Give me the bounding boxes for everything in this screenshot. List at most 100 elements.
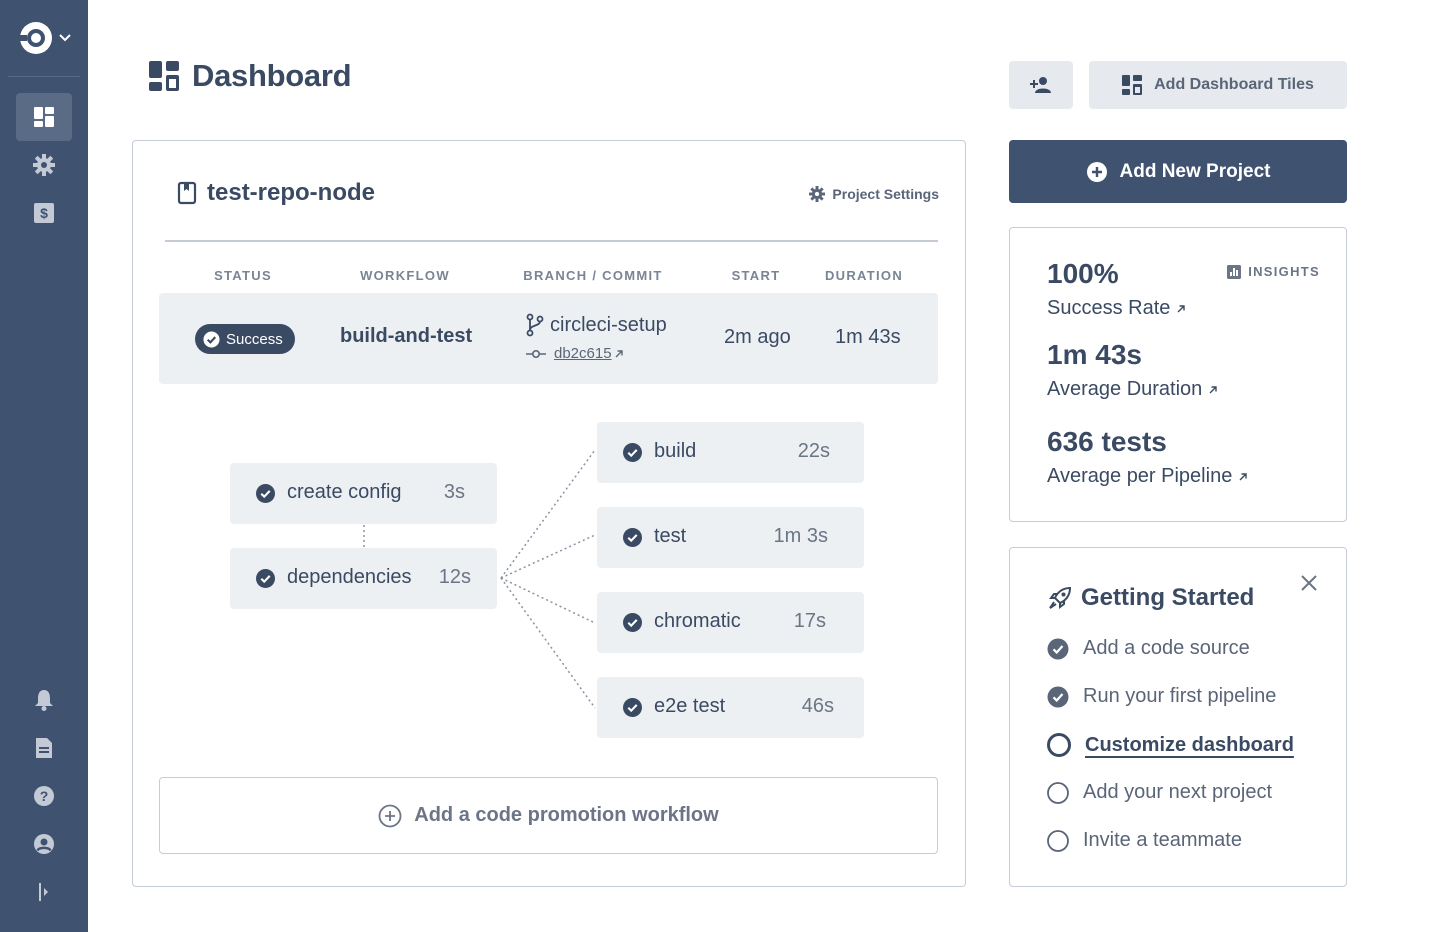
job-card[interactable]: e2e test 46s <box>597 677 864 738</box>
empty-circle-icon <box>1047 781 1069 804</box>
page-title: Dashboard <box>192 58 352 93</box>
metric-value: 100% <box>1047 258 1119 289</box>
job-card[interactable]: dependencies 12s <box>230 548 497 609</box>
add-code-promotion-label: Add a code promotion workflow <box>414 804 719 826</box>
job-duration: 17s <box>793 610 826 632</box>
branch: circleci-setup <box>526 313 667 337</box>
checklist-label: Customize dashboard <box>1085 733 1294 756</box>
sidebar-item-dashboard[interactable] <box>16 93 72 141</box>
column-header-duration: DURATION <box>824 268 904 283</box>
sidebar-item-profile[interactable] <box>16 820 72 868</box>
check-circle-icon <box>256 484 275 503</box>
checklist-item[interactable]: Add your next project <box>1047 781 1272 804</box>
column-header-workflow: WORKFLOW <box>360 268 450 283</box>
chart-icon <box>1227 264 1242 279</box>
project-card: test-repo-node Project Settings STATUS W… <box>132 140 966 887</box>
workflow-name[interactable]: build-and-test <box>340 325 473 347</box>
dashboard-icon <box>149 61 179 91</box>
getting-started-title: Getting Started <box>1081 584 1255 611</box>
metric-link[interactable]: Success Rate <box>1047 297 1186 320</box>
help-icon: ? <box>34 786 54 806</box>
settings-icon <box>33 154 55 176</box>
add-new-project-button[interactable]: Add New Project <box>1009 140 1347 203</box>
close-icon[interactable] <box>1298 572 1320 594</box>
project-name: test-repo-node <box>207 179 375 206</box>
metric-link[interactable]: Average per Pipeline <box>1047 465 1248 488</box>
check-circle-icon <box>1047 638 1069 659</box>
circleci-logo-icon <box>18 22 52 54</box>
checklist-label: Add a code source <box>1083 637 1250 659</box>
insights-link[interactable]: INSIGHTS <box>1227 264 1320 279</box>
commit: db2c615 <box>526 345 624 362</box>
insights-card: INSIGHTS 100% Success Rate 1m 43s Averag… <box>1009 227 1347 522</box>
sidebar-item-help[interactable]: ? <box>16 772 72 820</box>
checklist-item[interactable]: Invite a teammate <box>1047 829 1242 852</box>
checklist-item-current[interactable]: Customize dashboard <box>1047 733 1294 757</box>
insights-label: INSIGHTS <box>1248 264 1320 279</box>
metric-value: 1m 43s <box>1047 339 1142 370</box>
check-circle-icon <box>1047 686 1069 707</box>
project-settings-link[interactable]: Project Settings <box>809 186 939 202</box>
metric-label: Average per Pipeline <box>1047 465 1233 487</box>
sidebar: $ ? <box>0 0 88 932</box>
job-card[interactable]: create config 3s <box>230 463 497 524</box>
job-duration: 12s <box>438 566 471 588</box>
project-title-group: test-repo-node <box>177 179 375 207</box>
add-dashboard-tiles-label: Add Dashboard Tiles <box>1154 76 1314 93</box>
sidebar-item-settings[interactable] <box>16 141 72 189</box>
getting-started-header: Getting Started <box>1047 584 1254 612</box>
metric-link[interactable]: Average Duration <box>1047 378 1218 401</box>
job-duration: 22s <box>797 440 830 462</box>
check-circle-icon <box>203 330 220 348</box>
metric-label: Success Rate <box>1047 297 1171 319</box>
plus-circle-icon <box>378 804 402 827</box>
svg-text:$: $ <box>40 205 48 221</box>
job-duration: 3s <box>443 481 465 503</box>
sidebar-item-docs[interactable] <box>16 724 72 772</box>
job-duration: 1m 3s <box>773 525 828 547</box>
job-name: test <box>654 525 687 547</box>
job-name: e2e test <box>654 695 726 717</box>
branch-icon <box>526 313 544 337</box>
job-graph-connectors <box>363 449 596 709</box>
add-user-icon <box>1030 77 1051 93</box>
add-dashboard-tiles-button[interactable]: Add Dashboard Tiles <box>1089 61 1347 109</box>
check-circle-icon <box>623 443 642 462</box>
job-card[interactable]: chromatic 17s <box>597 592 864 653</box>
commit-icon <box>526 349 546 358</box>
job-name: dependencies <box>287 566 412 588</box>
external-link-icon <box>615 349 623 357</box>
bell-icon <box>35 690 53 711</box>
collapse-icon <box>39 883 48 901</box>
repo-icon <box>177 181 197 205</box>
org-switcher[interactable] <box>16 18 76 58</box>
checklist-item[interactable]: Add a code source <box>1047 637 1250 660</box>
project-settings-label: Project Settings <box>832 186 939 202</box>
job-card[interactable]: build 22s <box>597 422 864 483</box>
add-code-promotion-workflow-button[interactable]: Add a code promotion workflow <box>159 777 938 854</box>
checklist-item[interactable]: Run your first pipeline <box>1047 685 1276 708</box>
job-name: build <box>654 440 697 462</box>
empty-circle-icon <box>1047 829 1069 852</box>
external-link-icon <box>1177 304 1186 312</box>
status-badge: Success <box>195 324 295 354</box>
commit-hash-link[interactable]: db2c615 <box>554 345 612 362</box>
dashboard-icon <box>34 107 54 127</box>
check-circle-icon <box>256 569 275 588</box>
pipeline-start: 2m ago <box>724 326 791 348</box>
sidebar-item-collapse[interactable] <box>16 868 72 916</box>
status-label: Success <box>226 330 283 348</box>
sidebar-item-billing[interactable]: $ <box>16 189 72 237</box>
external-link-icon <box>1239 472 1248 480</box>
check-circle-icon <box>623 698 642 717</box>
job-name: chromatic <box>654 610 741 632</box>
external-link-icon <box>1209 385 1217 393</box>
metric-value: 636 tests <box>1047 426 1167 457</box>
add-new-project-label: Add New Project <box>1119 160 1271 182</box>
pipeline-row[interactable]: Success build-and-test circleci-setup db… <box>159 293 938 384</box>
check-circle-icon <box>623 613 642 632</box>
invite-user-button[interactable] <box>1009 61 1073 109</box>
column-header-branch-commit: BRANCH / COMMIT <box>523 268 663 283</box>
job-card[interactable]: test 1m 3s <box>597 507 864 568</box>
sidebar-item-notifications[interactable] <box>16 676 72 724</box>
